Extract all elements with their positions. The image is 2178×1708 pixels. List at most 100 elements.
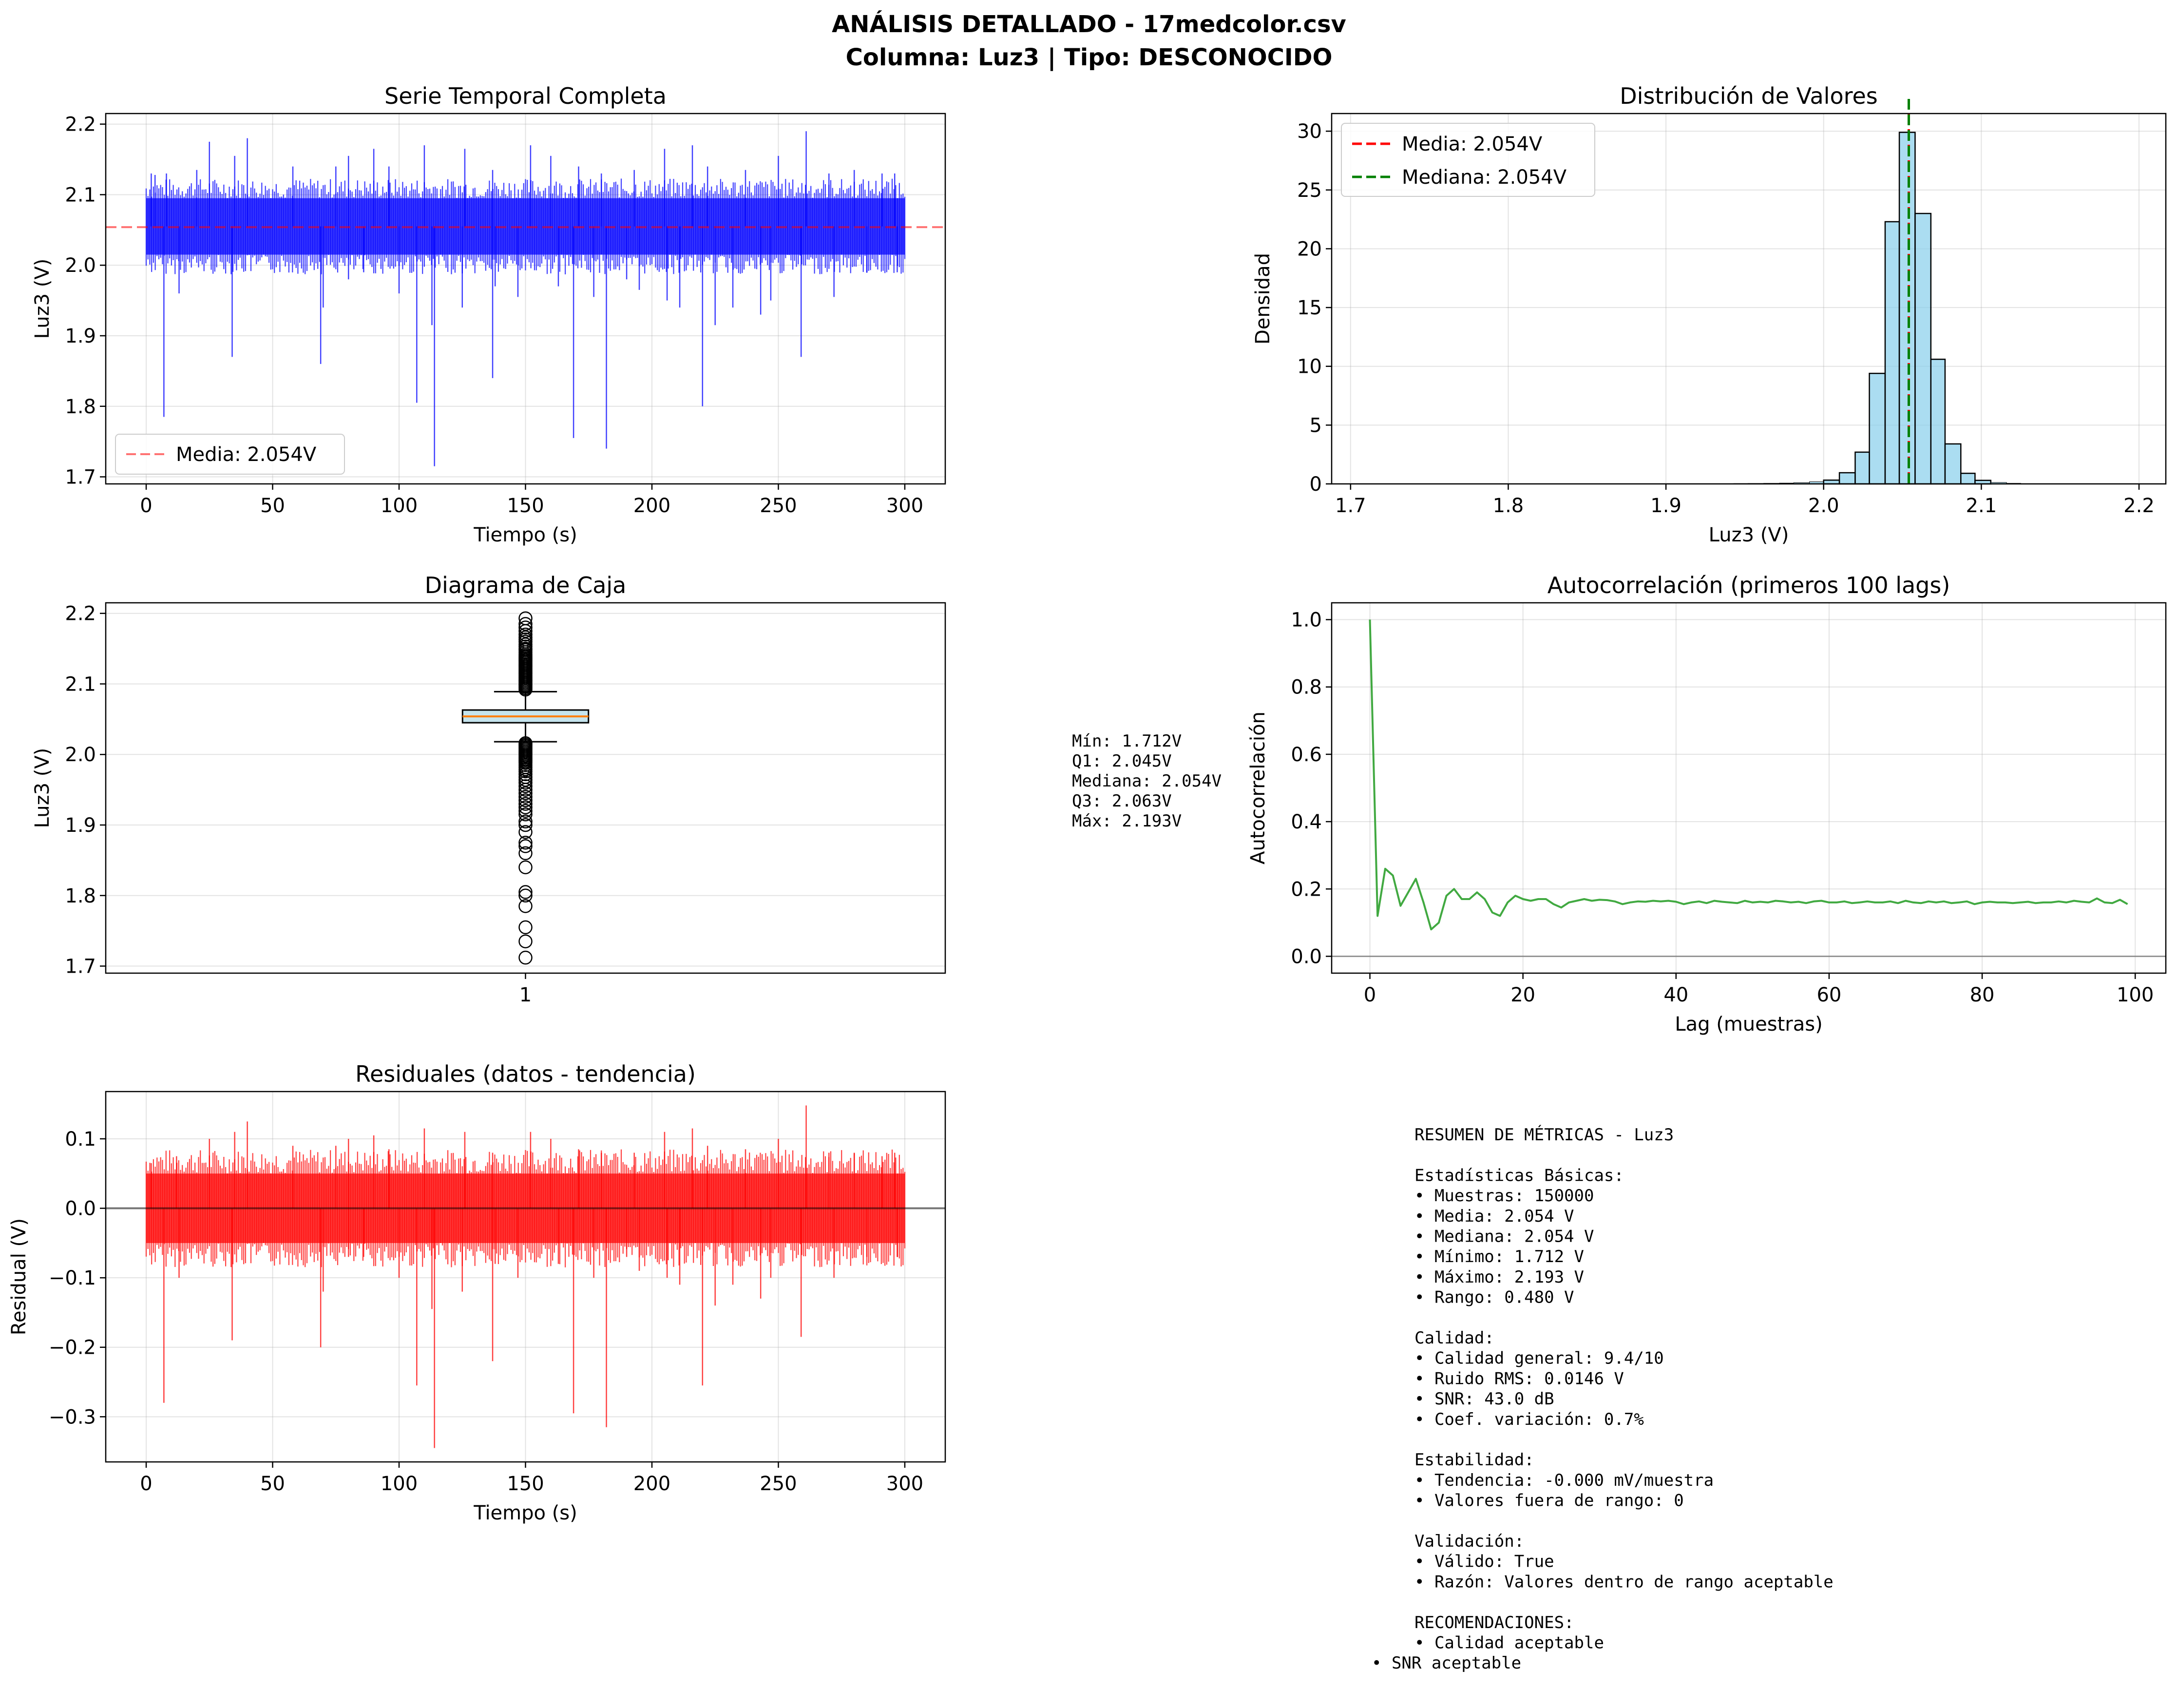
x-tick-label: 0 — [140, 495, 152, 517]
x-tick-label: 2.1 — [1966, 495, 1997, 517]
summary-line: • Calidad general: 9.4/10 — [1414, 1349, 1664, 1368]
y-tick-label: 0.4 — [1291, 811, 1322, 833]
y-tick-label: 0.2 — [1291, 878, 1322, 901]
summary-line: • Calidad aceptable — [1414, 1633, 1604, 1653]
outlier-point — [518, 888, 533, 903]
y-tick-label: 0.6 — [1291, 744, 1322, 766]
y-tick-label: 30 — [1297, 120, 1322, 143]
x-axis-label: Tiempo (s) — [473, 524, 577, 546]
outlier-point — [518, 846, 533, 861]
y-axis-label: Autocorrelación — [1247, 711, 1269, 864]
residuals-panel: 0 50 100 150 200 250 300 −0.3 −0.2 −0.1 0.0 0.1 Resi… — [8, 1061, 946, 1524]
x-tick-label: 200 — [633, 1473, 670, 1495]
y-tick-label: 1.7 — [65, 466, 96, 489]
outlier-point — [518, 860, 533, 875]
outlier-point — [518, 789, 533, 804]
histogram-bar — [1869, 372, 1886, 485]
x-tick-label: 40 — [1663, 984, 1688, 1006]
x-tick-label: 150 — [507, 495, 544, 517]
summary-line: • Coef. variación: 0.7% — [1414, 1410, 1644, 1429]
x-tick-label: 20 — [1510, 984, 1535, 1006]
y-tick-label: 5 — [1310, 414, 1322, 437]
histogram-bar — [1944, 443, 1962, 485]
x-tick-label: 200 — [633, 495, 670, 517]
histogram-bar — [1854, 451, 1870, 485]
outlier-point — [518, 793, 533, 807]
histogram-bar — [1898, 132, 1916, 485]
outlier-point — [518, 950, 533, 965]
panel-title: Distribución de Valores — [1620, 83, 1878, 109]
x-tick-label: 250 — [760, 495, 797, 517]
y-tick-label: 2.2 — [65, 114, 96, 136]
outlier-point — [518, 611, 533, 626]
x-tick-label: 100 — [2117, 984, 2154, 1006]
outlier-point — [518, 807, 533, 822]
box-stats-text: Mín: 1.712V Q1: 2.045V Mediana: 2.054V Q… — [1072, 731, 1222, 831]
y-tick-label: 1.7 — [65, 956, 96, 978]
y-axis-label: Residual (V) — [8, 1218, 30, 1335]
summary-line: • Tendencia: -0.000 mV/muestra — [1414, 1471, 1714, 1490]
outlier-point — [518, 899, 533, 913]
summary-line: • Máximo: 2.193 V — [1414, 1267, 1584, 1287]
panel-title: Diagrama de Caja — [425, 572, 627, 598]
summary-line: RECOMENDACIONES: — [1414, 1613, 1574, 1632]
y-tick-label: 1.9 — [65, 814, 96, 837]
panel-title: Residuales (datos - tendencia) — [355, 1061, 696, 1087]
summary-line: • Valores fuera de rango: 0 — [1414, 1491, 1684, 1511]
legend-label: Media: 2.054V — [176, 443, 317, 466]
x-tick-label: 100 — [381, 495, 418, 517]
outlier-point — [518, 839, 533, 853]
figure-subtitle: Columna: Luz3 | Tipo: DESCONOCIDO — [846, 44, 1333, 71]
outlier-point — [518, 779, 533, 793]
outlier-point — [518, 885, 533, 899]
y-tick-label: −0.1 — [49, 1267, 96, 1289]
y-tick-label: 1.8 — [65, 396, 96, 418]
box-stats-line: Q3: 2.063V — [1072, 791, 1172, 811]
x-tick-label: 2.0 — [1808, 495, 1839, 517]
panel-title: Serie Temporal Completa — [384, 83, 667, 109]
legend-box — [115, 434, 345, 475]
y-tick-label: −0.3 — [49, 1406, 96, 1428]
y-axis-label: Luz3 (V) — [31, 748, 54, 828]
outlier-point — [518, 835, 533, 850]
x-tick-label: 60 — [1816, 984, 1841, 1006]
figure-title: ANÁLISIS DETALLADO - 17medcolor.csv — [832, 10, 1346, 38]
y-tick-label: 15 — [1297, 297, 1322, 319]
y-tick-label: 0.1 — [65, 1128, 96, 1151]
box-stats-line: Mín: 1.712V — [1072, 731, 1182, 751]
box-stats-line: Mediana: 2.054V — [1072, 771, 1222, 791]
outlier-point — [518, 804, 533, 818]
summary-line: Calidad: — [1414, 1328, 1494, 1348]
x-axis-label: Lag (muestras) — [1675, 1013, 1822, 1036]
legend-box — [1341, 123, 1595, 197]
histogram-bar — [1960, 473, 1976, 485]
outlier-point — [518, 920, 533, 935]
y-axis-label: Densidad — [1252, 253, 1274, 345]
summary-line: • SNR aceptable — [1372, 1653, 1521, 1673]
outlier-point — [518, 786, 533, 801]
y-tick-label: 0.0 — [65, 1198, 96, 1220]
x-tick-label: 2.2 — [2123, 495, 2155, 517]
outlier-point — [518, 617, 533, 631]
outlier-point — [518, 800, 533, 815]
y-tick-label: 1.8 — [65, 885, 96, 907]
summary-line: • Razón: Valores dentro de rango aceptab… — [1414, 1572, 1834, 1592]
y-tick-label: 2.0 — [65, 254, 96, 277]
legend-label: Mediana: 2.054V — [1402, 166, 1567, 189]
x-tick-label: 0 — [1364, 984, 1376, 1006]
y-tick-label: 1.9 — [65, 325, 96, 347]
summary-line: • Ruido RMS: 0.0146 V — [1414, 1369, 1624, 1388]
box-stats-line: Máx: 2.193V — [1072, 811, 1182, 831]
box-stats-line: Q1: 2.045V — [1072, 751, 1172, 771]
outlier-point — [518, 797, 533, 811]
acf-line — [1369, 619, 2128, 931]
histogram-bar — [1884, 221, 1900, 485]
y-tick-label: 20 — [1297, 238, 1322, 260]
y-tick-label: 1.0 — [1291, 609, 1322, 632]
x-tick-label: 0 — [140, 1473, 152, 1495]
x-tick-label: 1.9 — [1650, 495, 1681, 517]
summary-line: • SNR: 43.0 dB — [1414, 1389, 1554, 1409]
summary-line: • Media: 2.054 V — [1414, 1207, 1574, 1226]
outlier-point — [518, 620, 533, 634]
outlier-point — [518, 814, 533, 829]
